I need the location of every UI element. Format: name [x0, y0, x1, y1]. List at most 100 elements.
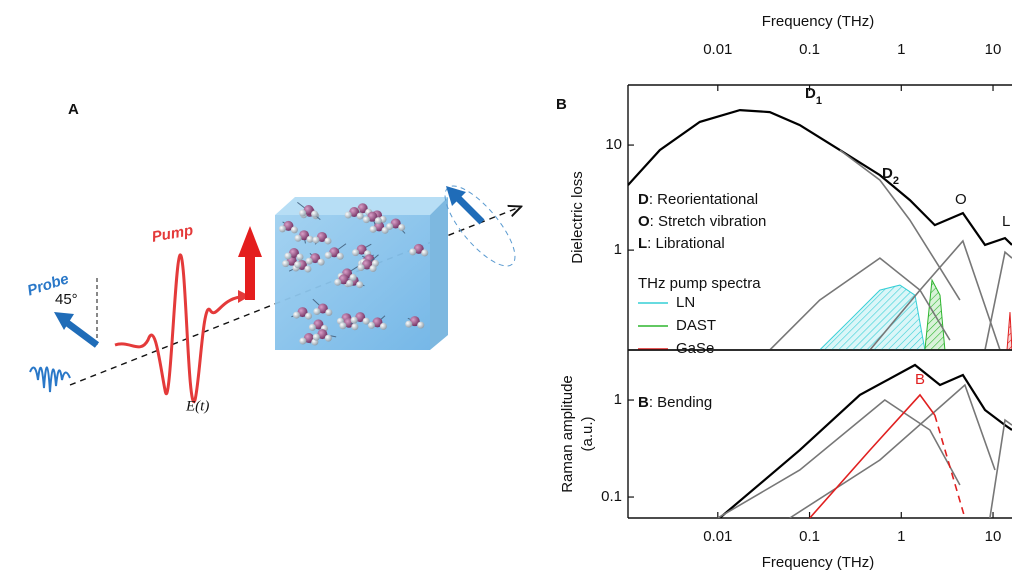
series-line: [809, 393, 936, 518]
atom: [417, 321, 425, 329]
atom: [421, 249, 429, 257]
atom: [278, 225, 286, 233]
atom: [356, 212, 364, 220]
atom: [374, 217, 382, 225]
legend-label: GaSe: [676, 340, 714, 357]
x-tick-label: 0.1: [799, 41, 820, 58]
atom: [390, 218, 401, 229]
atom: [371, 259, 379, 267]
x-tick-label: 0.01: [703, 528, 732, 545]
atom: [303, 333, 314, 344]
pump-label: Pump: [150, 222, 194, 246]
y-tick-label: 10: [605, 136, 622, 153]
atom: [362, 317, 370, 325]
atom: [339, 322, 347, 330]
annotation: O: [955, 191, 967, 208]
arrow-head: [446, 186, 466, 206]
atom: [312, 333, 320, 341]
atom: [299, 337, 307, 345]
atom: [312, 236, 320, 244]
y-axis-label: (a.u.): [579, 416, 596, 451]
atom: [306, 235, 314, 243]
atom: [344, 211, 352, 219]
note-key: O: [638, 213, 650, 230]
atom: [357, 203, 368, 214]
atom: [413, 243, 424, 254]
pump-wave: [114, 253, 241, 404]
atom: [317, 329, 328, 340]
probe-polarization: [63, 319, 100, 348]
y-tick-label: 1: [614, 391, 622, 408]
series-line: [628, 108, 1012, 247]
y-tick-label: 1: [614, 241, 622, 258]
annotation-text: D: [805, 85, 816, 102]
beam-path: [69, 207, 520, 386]
atom: [310, 253, 321, 264]
atom: [294, 261, 302, 269]
molecules: [278, 201, 429, 346]
series-line: [869, 239, 1001, 350]
atom: [409, 316, 420, 327]
note-text: : Librational: [647, 235, 725, 252]
y-axis-label: Dielectric loss: [569, 171, 586, 264]
atom: [311, 210, 319, 218]
cube-side: [430, 197, 448, 350]
panel-label: A: [68, 101, 79, 118]
x-tick-label: 0.01: [703, 41, 732, 58]
annotation-sub: 1: [816, 95, 822, 107]
note-text: : Reorientational: [649, 191, 758, 208]
atom: [283, 220, 294, 231]
atom: [325, 308, 333, 316]
series-line: [717, 399, 961, 518]
atom: [355, 312, 366, 323]
atom: [356, 244, 367, 255]
atom: [409, 248, 417, 256]
atom: [369, 265, 377, 273]
atom: [317, 303, 328, 314]
annotation: D2: [882, 165, 899, 187]
legend-label: DAST: [676, 317, 716, 334]
atom: [374, 221, 385, 232]
atom: [362, 259, 373, 270]
annotation: B: [915, 371, 925, 388]
atom: [386, 222, 394, 230]
annotation: D1: [805, 85, 822, 107]
arrow-head: [238, 290, 250, 303]
note-key: B: [638, 394, 649, 411]
atom: [290, 226, 298, 234]
atom: [316, 231, 327, 242]
x-tick-label: 1: [897, 528, 905, 545]
atom: [305, 257, 313, 265]
spectrum-area: [1006, 312, 1012, 350]
legend-label: LN: [676, 294, 695, 311]
series-line: [984, 250, 1012, 350]
atom: [372, 317, 383, 328]
probe-pulse: [29, 366, 71, 393]
atom: [329, 247, 340, 258]
atom: [367, 321, 375, 329]
x-tick-label: 1: [897, 41, 905, 58]
atom: [324, 251, 332, 259]
note: B: Bending: [638, 394, 712, 411]
angle-label: 45°: [55, 291, 78, 308]
series-line: [934, 414, 966, 518]
atom: [367, 211, 378, 222]
atom: [398, 223, 406, 231]
spectrum-area: [818, 284, 926, 350]
x-tick-label: 10: [985, 41, 1002, 58]
atom: [357, 264, 365, 272]
atom: [288, 248, 299, 259]
atom: [294, 234, 302, 242]
note-key: D: [638, 191, 649, 208]
note-text: : Bending: [649, 394, 712, 411]
annotation-text: B: [915, 371, 925, 388]
atom: [304, 265, 312, 273]
atom: [351, 323, 359, 331]
y-tick-label: 0.1: [601, 488, 622, 505]
pump-polarization: [245, 255, 255, 300]
x-tick-label: 10: [985, 528, 1002, 545]
atom: [296, 253, 304, 261]
atom: [293, 311, 301, 319]
atom: [299, 230, 310, 241]
